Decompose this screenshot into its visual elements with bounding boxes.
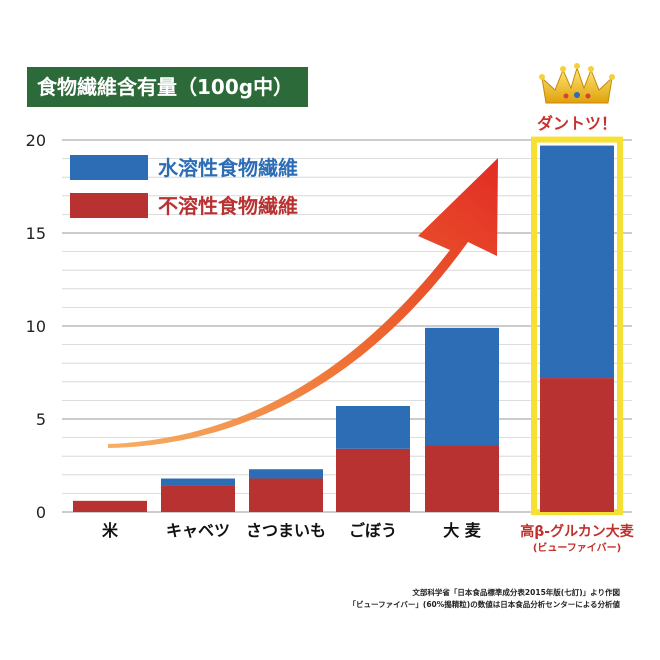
- source-line-2: 「ビューファイバー」(60%搗精粒)の数値は日本食品分析センターによる分析値: [348, 600, 620, 609]
- legend-swatch: [70, 193, 148, 218]
- x-axis-labels: 米 キャベツ さつまいも ごぼう 大 麦 高β-グルカン大麦(ビューファイバー): [102, 521, 635, 554]
- bar-segment: [540, 145, 614, 379]
- bar-segment: [425, 327, 499, 446]
- x-tick-label: 米: [102, 521, 119, 540]
- crown-icon-shape: [541, 66, 613, 104]
- y-tick-label: 15: [26, 224, 46, 243]
- source-note: 文部科学省「日本食品標準成分表2015年版(七訂)」より作図 「ビューファイバー…: [349, 587, 620, 611]
- bar-segment: [425, 445, 499, 512]
- x-tick-label: ごぼう: [349, 521, 397, 540]
- bar-segment: [336, 448, 410, 512]
- bar-segment: [249, 478, 323, 512]
- bar-segment: [161, 485, 235, 512]
- crown-icon: [539, 63, 615, 104]
- y-tick-label: 20: [26, 131, 46, 150]
- legend-swatch: [70, 155, 148, 180]
- bar-segment: [161, 478, 235, 486]
- legend-label: 水溶性食物繊維: [158, 156, 298, 180]
- y-tick-label: 5: [36, 410, 46, 429]
- source-line-1: 文部科学省「日本食品標準成分表2015年版(七訂)」より作図: [412, 588, 620, 597]
- bar-segment: [540, 378, 614, 512]
- y-tick-label: 10: [26, 317, 46, 336]
- callout-text: ダントツ！: [537, 114, 617, 133]
- x-tick-sublabel: (ビューファイバー): [533, 541, 621, 554]
- y-tick-label: 0: [36, 503, 46, 522]
- chart-title: 食物繊維含有量（100g中）: [27, 67, 308, 107]
- growth-arrow: [108, 158, 498, 448]
- bar-segment: [336, 405, 410, 449]
- bars: [73, 145, 614, 512]
- y-axis-ticks: 0 5 10 15 20: [26, 131, 46, 522]
- growth-arrow-shape: [108, 158, 498, 448]
- x-tick-label: 大 麦: [443, 521, 482, 540]
- bar-segment: [73, 500, 147, 512]
- bar-segment: [249, 469, 323, 479]
- x-tick-label: キャベツ: [166, 521, 230, 540]
- x-tick-label: さつまいも: [246, 521, 326, 540]
- legend-label: 不溶性食物繊維: [158, 194, 298, 218]
- x-tick-label: 高β-グルカン大麦: [520, 523, 634, 540]
